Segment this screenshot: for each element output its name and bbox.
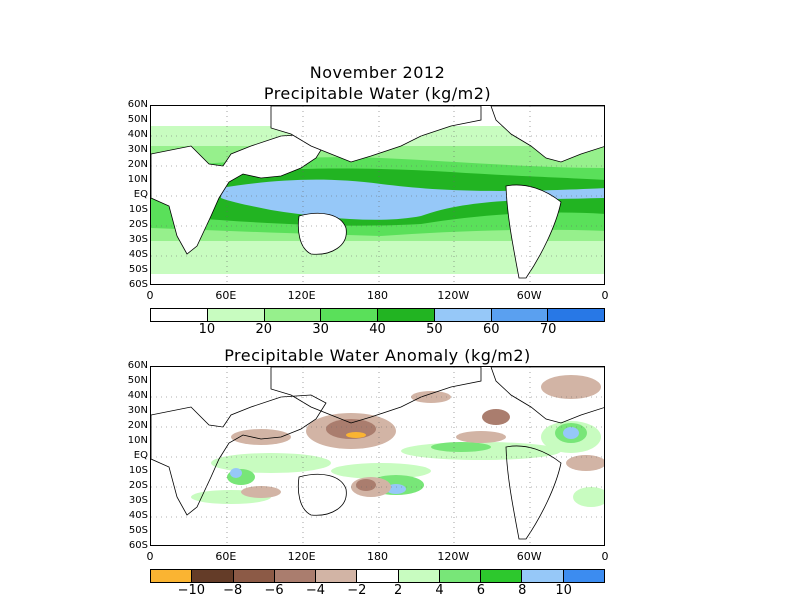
top-precipitable-water-map xyxy=(150,105,605,285)
latitude-label: 30N xyxy=(127,405,148,416)
latitude-label: EQ xyxy=(133,450,148,461)
colorbar-swatch xyxy=(439,570,482,582)
longitude-label: 0 xyxy=(146,289,154,302)
colorbar-swatch xyxy=(316,570,358,582)
longitude-label: 60E xyxy=(215,289,237,302)
latitude-label: 30S xyxy=(128,234,148,245)
latitude-label: 40N xyxy=(127,129,148,140)
colorbar-label: 60 xyxy=(482,322,500,337)
colorbar-swatch xyxy=(548,309,604,321)
colorbar-swatch xyxy=(151,309,208,321)
longitude-label: 120W xyxy=(437,289,470,302)
longitude-label: 0 xyxy=(601,289,609,302)
longitude-label: 0 xyxy=(601,550,609,563)
colorbar-label: −6 xyxy=(264,583,284,598)
latitude-label: 40S xyxy=(128,249,148,260)
colorbar-swatch xyxy=(264,309,322,321)
top-title-line2: Precipitable Water (kg/m2) xyxy=(263,84,492,103)
colorbar-label: 50 xyxy=(426,322,443,337)
longitude-label: 120W xyxy=(437,550,470,563)
longitude-label: 180 xyxy=(367,289,388,302)
colorbar-swatch xyxy=(151,570,193,582)
top-title-line1: November 2012 xyxy=(309,63,446,82)
colorbar-label: 20 xyxy=(255,322,273,337)
colorbar-label: 30 xyxy=(312,322,329,337)
latitude-label: 60S xyxy=(128,279,148,290)
longitude-label: 60W xyxy=(516,289,542,302)
latitude-label: 50N xyxy=(127,114,148,125)
latitude-label: 60N xyxy=(127,99,148,110)
latitude-label: 60N xyxy=(127,360,148,371)
colorbar-label: 8 xyxy=(518,583,527,598)
latitude-label: 10S xyxy=(128,204,148,215)
colorbar-swatch xyxy=(321,309,378,321)
latitude-label: 40N xyxy=(127,390,148,401)
bottom-colorbar xyxy=(150,569,605,583)
colorbar-swatch xyxy=(491,309,549,321)
colorbar-swatch xyxy=(522,570,564,582)
colorbar-label: −8 xyxy=(223,583,243,598)
latitude-label: 20S xyxy=(128,219,148,230)
longitude-label: 0 xyxy=(146,550,154,563)
top-colorbar xyxy=(150,308,605,322)
colorbar-label: −2 xyxy=(347,583,367,598)
colorbar-label: −10 xyxy=(177,583,206,598)
latitude-label: 20S xyxy=(128,480,148,491)
colorbar-swatch xyxy=(274,570,317,582)
colorbar-swatch xyxy=(434,309,492,321)
latitude-label: 30S xyxy=(128,495,148,506)
colorbar-swatch xyxy=(563,570,604,582)
latitude-label: 10N xyxy=(127,174,148,185)
bottom-title: Precipitable Water Anomaly (kg/m2) xyxy=(224,346,531,365)
latitude-label: 50S xyxy=(128,525,148,536)
colorbar-label: 70 xyxy=(539,322,557,337)
colorbar-swatch xyxy=(233,570,275,582)
colorbar-swatch xyxy=(192,570,234,582)
colorbar-label: 10 xyxy=(198,322,216,337)
latitude-label: 10N xyxy=(127,435,148,446)
longitude-label: 120E xyxy=(287,289,316,302)
colorbar-label: 4 xyxy=(435,583,444,598)
colorbar-label: 6 xyxy=(476,583,486,598)
latitude-label: 30N xyxy=(127,144,148,155)
colorbar-swatch xyxy=(378,309,435,321)
colorbar-label: 10 xyxy=(555,583,572,598)
colorbar-swatch xyxy=(481,570,523,582)
colorbar-label: −4 xyxy=(305,583,326,598)
latitude-label: 10S xyxy=(128,465,148,476)
latitude-label: 60S xyxy=(128,540,148,551)
colorbar-label: 2 xyxy=(394,583,403,598)
bottom-anomaly-map xyxy=(150,366,605,546)
longitude-label: 120E xyxy=(287,550,316,563)
longitude-label: 60W xyxy=(516,550,542,563)
colorbar-swatch xyxy=(207,309,265,321)
longitude-label: 180 xyxy=(367,550,388,563)
latitude-label: 40S xyxy=(128,510,148,521)
colorbar-swatch xyxy=(357,570,399,582)
latitude-label: 20N xyxy=(127,420,148,431)
latitude-label: 50S xyxy=(128,264,148,275)
longitude-label: 60E xyxy=(215,550,237,563)
latitude-label: EQ xyxy=(133,189,148,200)
colorbar-label: 40 xyxy=(369,322,386,337)
latitude-label: 20N xyxy=(127,159,148,170)
latitude-label: 50N xyxy=(127,375,148,386)
colorbar-swatch xyxy=(398,570,440,582)
